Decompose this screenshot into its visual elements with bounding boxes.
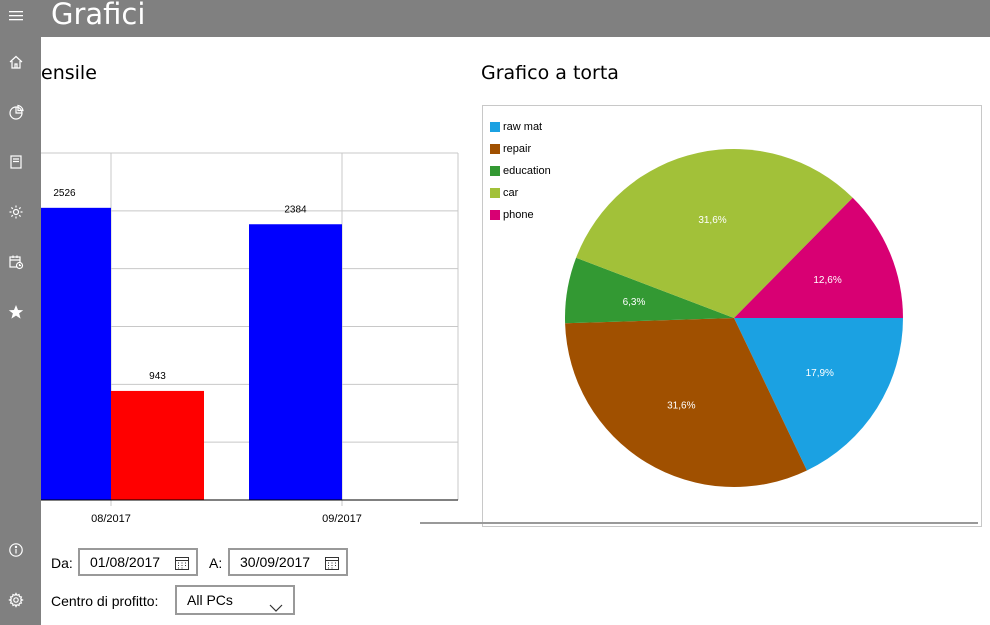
legend-label: repair	[503, 143, 532, 155]
pie-slice-label: 12,6%	[813, 275, 841, 286]
pie-legend: raw mat repair education car phone	[490, 116, 551, 226]
legend-swatch	[490, 166, 500, 176]
pie-slice	[734, 318, 903, 471]
to-date-input[interactable]: 30/09/2017	[228, 548, 348, 576]
settings-icon[interactable]	[8, 592, 26, 610]
legend-label: education	[503, 165, 551, 177]
profit-center-select[interactable]: All PCs	[175, 585, 295, 615]
bar-chart-title: ensile	[41, 62, 97, 84]
to-date-label: A:	[209, 555, 223, 571]
legend-swatch	[490, 144, 500, 154]
legend-swatch	[490, 210, 500, 220]
pie-slice-label: 6,3%	[623, 297, 646, 308]
chevron-down-icon	[269, 595, 283, 621]
calendar-icon[interactable]	[174, 554, 190, 578]
pie-chart-panel: raw mat repair education car phone 17,9% 31,6…	[482, 105, 982, 527]
bar-value-label: 2384	[284, 204, 307, 215]
to-date-value: 30/09/2017	[240, 554, 311, 570]
bar	[41, 207, 111, 501]
title-bar: Grafici	[0, 0, 990, 37]
pie-chart-icon[interactable]	[8, 104, 26, 122]
star-icon[interactable]	[8, 304, 26, 322]
divider	[420, 522, 978, 524]
legend-item: education	[490, 160, 551, 182]
book-icon[interactable]	[8, 154, 26, 172]
bar	[111, 390, 204, 500]
profit-center-label: Centro di profitto:	[51, 593, 159, 609]
legend-label: phone	[503, 209, 534, 221]
legend-label: raw mat	[503, 121, 543, 133]
bar	[249, 224, 342, 500]
settings-gear-icon[interactable]	[8, 204, 26, 222]
bar-value-label: 943	[149, 371, 166, 382]
pie-chart-title: Grafico a torta	[481, 62, 619, 84]
legend-swatch	[490, 188, 500, 198]
legend-label: car	[503, 187, 519, 199]
home-icon[interactable]	[8, 54, 26, 72]
bar-value-label: 2526	[53, 188, 76, 199]
pie-slice-label: 31,6%	[667, 401, 695, 412]
legend-item: car	[490, 182, 551, 204]
legend-item: raw mat	[490, 116, 551, 138]
pie-slice	[565, 257, 734, 324]
legend-item: repair	[490, 138, 551, 160]
calendar-icon[interactable]	[324, 554, 340, 578]
profit-center-value: All PCs	[187, 592, 233, 608]
pie-slice	[565, 318, 807, 487]
sidebar	[0, 37, 41, 625]
hamburger-menu-icon[interactable]	[8, 8, 24, 24]
x-tick-label: 09/2017	[322, 513, 362, 525]
from-date-value: 01/08/2017	[90, 554, 161, 570]
pie-slice-label: 17,9%	[806, 368, 834, 379]
pie-slice	[576, 149, 853, 318]
pie-slice-label: 31,6%	[698, 215, 726, 226]
app-title: Grafici	[51, 0, 146, 31]
from-date-label: Da:	[51, 555, 73, 571]
info-icon[interactable]	[8, 542, 26, 560]
legend-swatch	[490, 122, 500, 132]
from-date-input[interactable]: 01/08/2017	[78, 548, 198, 576]
pie-slice	[734, 197, 903, 318]
bar-chart: 2526 943 08/2017 2384 09/2017	[41, 152, 459, 525]
legend-item: phone	[490, 204, 551, 226]
calendar-clock-icon[interactable]	[8, 254, 26, 272]
x-tick-label: 08/2017	[91, 513, 131, 525]
pie-chart: 17,9% 31,6% 6,3% 31,6% 12,6%	[565, 149, 903, 487]
